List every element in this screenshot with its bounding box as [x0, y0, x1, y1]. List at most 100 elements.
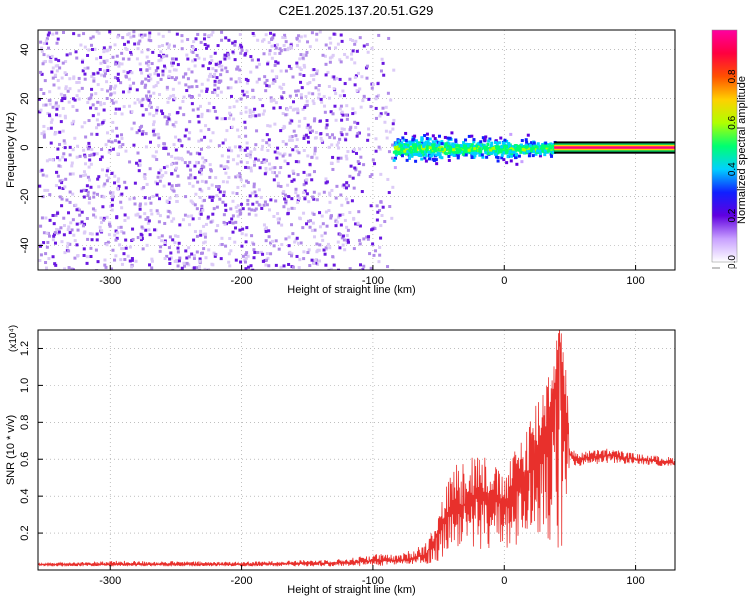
spectrogram-cell [245, 251, 249, 255]
spectrogram-cell [313, 235, 317, 239]
spectrogram-cell [57, 86, 61, 90]
spectrogram-cell [504, 147, 508, 151]
spectrogram-cell [334, 224, 338, 228]
spectrogram-cell [302, 257, 306, 261]
spectrogram-cell [294, 93, 298, 97]
spectrogram-cell [231, 230, 235, 234]
spectrogram-cell [81, 224, 85, 228]
spectrogram-cell [302, 170, 306, 174]
spectrogram-cell [301, 226, 305, 230]
spectrogram-cell [120, 206, 124, 210]
spectrogram-cell [346, 228, 350, 232]
spectrogram-cell [307, 91, 311, 95]
spectrogram-cell [271, 268, 275, 270]
spectrogram-cell [526, 133, 530, 137]
spectrogram-cell [270, 38, 274, 42]
spectrogram-cell [191, 217, 195, 221]
spectrogram-cell [192, 238, 196, 242]
spectrogram-cell [246, 254, 250, 258]
spectrogram-cell [92, 72, 96, 76]
spectrogram-cell [70, 121, 74, 125]
spectrogram-cell [166, 215, 170, 219]
spectrogram-cell [201, 64, 205, 68]
spectrogram-cell [374, 137, 378, 141]
spectrogram-cell [238, 145, 242, 149]
spectrogram-cell [492, 146, 496, 150]
spectrogram-cell [83, 45, 87, 49]
spectrogram-cell [60, 76, 64, 80]
spectrogram-cell [232, 117, 236, 121]
spectrogram-cell [150, 62, 154, 66]
spectrogram-cell [306, 219, 310, 223]
spectrogram-cell [89, 96, 93, 100]
spectrogram-cell [144, 217, 148, 221]
spectrogram-cell [224, 244, 228, 248]
spectrogram-cell [358, 170, 362, 174]
spectrogram-cell [155, 209, 159, 213]
spectrogram-cell [416, 146, 420, 150]
spectrogram-cell [69, 221, 73, 225]
spectrogram-cell [83, 121, 87, 125]
spectrogram-cell [157, 44, 161, 48]
spectrogram-cell [138, 207, 142, 211]
spectrogram-cell [93, 47, 97, 51]
spectrogram-cell [340, 110, 344, 114]
spectrogram-cell [296, 198, 300, 202]
spectrogram-cell [138, 62, 142, 66]
spectrogram-cell [299, 93, 303, 97]
spectrogram-cell [68, 190, 72, 194]
spectrogram-cell [270, 56, 274, 60]
spectrogram-cell [451, 142, 455, 146]
spectrogram-cell [199, 233, 203, 237]
spectrogram-cell [59, 226, 63, 230]
spectrogram-cell [269, 252, 273, 256]
spectrogram-cell [338, 58, 342, 62]
snr-y-tick-label: 0.8 [19, 415, 31, 430]
spectrogram-cell [524, 143, 528, 147]
spectrogram-cell [389, 98, 393, 102]
spectrogram-cell [289, 45, 293, 49]
spectrogram-cell [45, 37, 49, 41]
spectrogram-cell [209, 220, 213, 224]
spectrogram-cell [116, 187, 120, 191]
spectrogram-cell [366, 50, 370, 54]
spectrogram-cell [544, 141, 548, 145]
spectrogram-cell [111, 147, 115, 151]
spectrogram-cell [40, 46, 44, 50]
spectrogram-cell [494, 152, 498, 156]
spectrogram-cell [420, 141, 424, 145]
spectrogram-cell [42, 92, 46, 96]
spectrogram-cell [374, 249, 378, 253]
spectrogram-cell [60, 204, 64, 208]
spectrogram-cell [314, 86, 318, 90]
spectrogram-cell [446, 144, 450, 148]
spectrogram-y-axis-label: Frequency (Hz) [5, 112, 17, 188]
spectrogram-cell [123, 219, 127, 223]
spectrogram-cell [342, 183, 346, 187]
spectrogram-cell [177, 183, 181, 187]
spectrogram-cell [262, 109, 266, 113]
spectrogram-cell [318, 119, 322, 123]
spectrogram-cell [207, 127, 211, 131]
spectrogram-cell [158, 249, 162, 253]
spectrogram-cell [67, 100, 71, 104]
spectrogram-cell [178, 223, 182, 227]
spectrogram-cell [356, 160, 360, 164]
spectrogram-cell [328, 193, 332, 197]
spectrogram-cell [213, 72, 217, 76]
spectrogram-cell [238, 33, 242, 37]
spectrogram-cell [245, 141, 249, 145]
spectrogram-cell [44, 261, 48, 265]
spectrogram-cell [67, 249, 71, 253]
spectrogram-cell [255, 80, 259, 84]
spectrogram-cell [52, 83, 56, 87]
spectrogram-cell [367, 235, 371, 239]
spectrogram-cell [264, 263, 268, 267]
spectrogram-cell [423, 156, 427, 160]
spectrogram-cell [324, 126, 328, 130]
spectrogram-cell [382, 73, 386, 77]
spectrogram-cell [165, 254, 169, 258]
spectrogram-cell [350, 52, 354, 56]
spectrogram-cell [427, 157, 431, 161]
spectrogram-cell [297, 124, 301, 128]
